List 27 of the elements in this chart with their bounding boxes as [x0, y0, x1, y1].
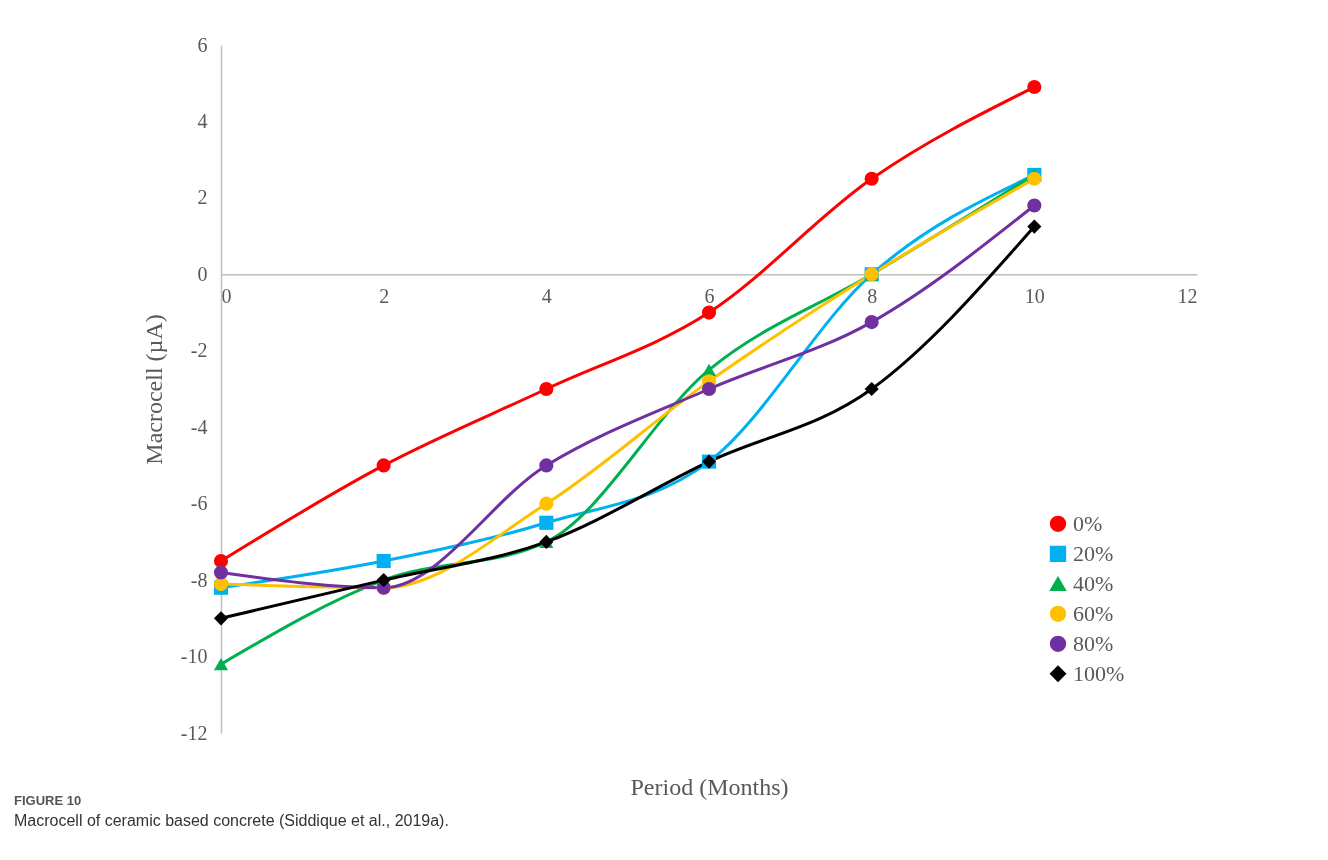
legend-label: 60%: [1073, 600, 1114, 626]
legend-label: 100%: [1073, 660, 1125, 686]
y-tick-label: -8: [190, 568, 208, 591]
y-tick-label: -4: [190, 415, 208, 438]
legend-label: 80%: [1073, 630, 1114, 656]
y-tick-label: -12: [180, 721, 208, 744]
text: Macrocell of ceramic based concrete (Siddique et al., 2019a).: [14, 812, 449, 829]
y-tick-label: 6: [197, 33, 208, 56]
x-tick-label: 6: [704, 284, 715, 307]
x-tick-label: 4: [541, 284, 552, 307]
x-tick-label: 10: [1024, 284, 1045, 307]
y-tick-label: -6: [190, 492, 208, 515]
x-tick-label: 0: [221, 284, 232, 307]
y-axis-title: Macrocell (µA): [140, 314, 167, 465]
legend-label: 40%: [1073, 570, 1114, 596]
x-tick-label: 2: [379, 284, 390, 307]
x-axis-title: Period (Months): [630, 773, 789, 800]
y-tick-label: -2: [190, 339, 208, 362]
y-tick-label: 0: [197, 262, 208, 285]
y-tick-label: 2: [197, 186, 208, 209]
caption: FIGURE 10: [14, 793, 82, 808]
y-tick-label: 4: [197, 109, 208, 132]
y-tick-label: -10: [180, 645, 208, 668]
x-tick-label: 12: [1177, 284, 1198, 307]
legend-label: 20%: [1073, 540, 1114, 566]
x-tick-label: 8: [867, 284, 878, 307]
legend-label: 0%: [1073, 510, 1103, 536]
